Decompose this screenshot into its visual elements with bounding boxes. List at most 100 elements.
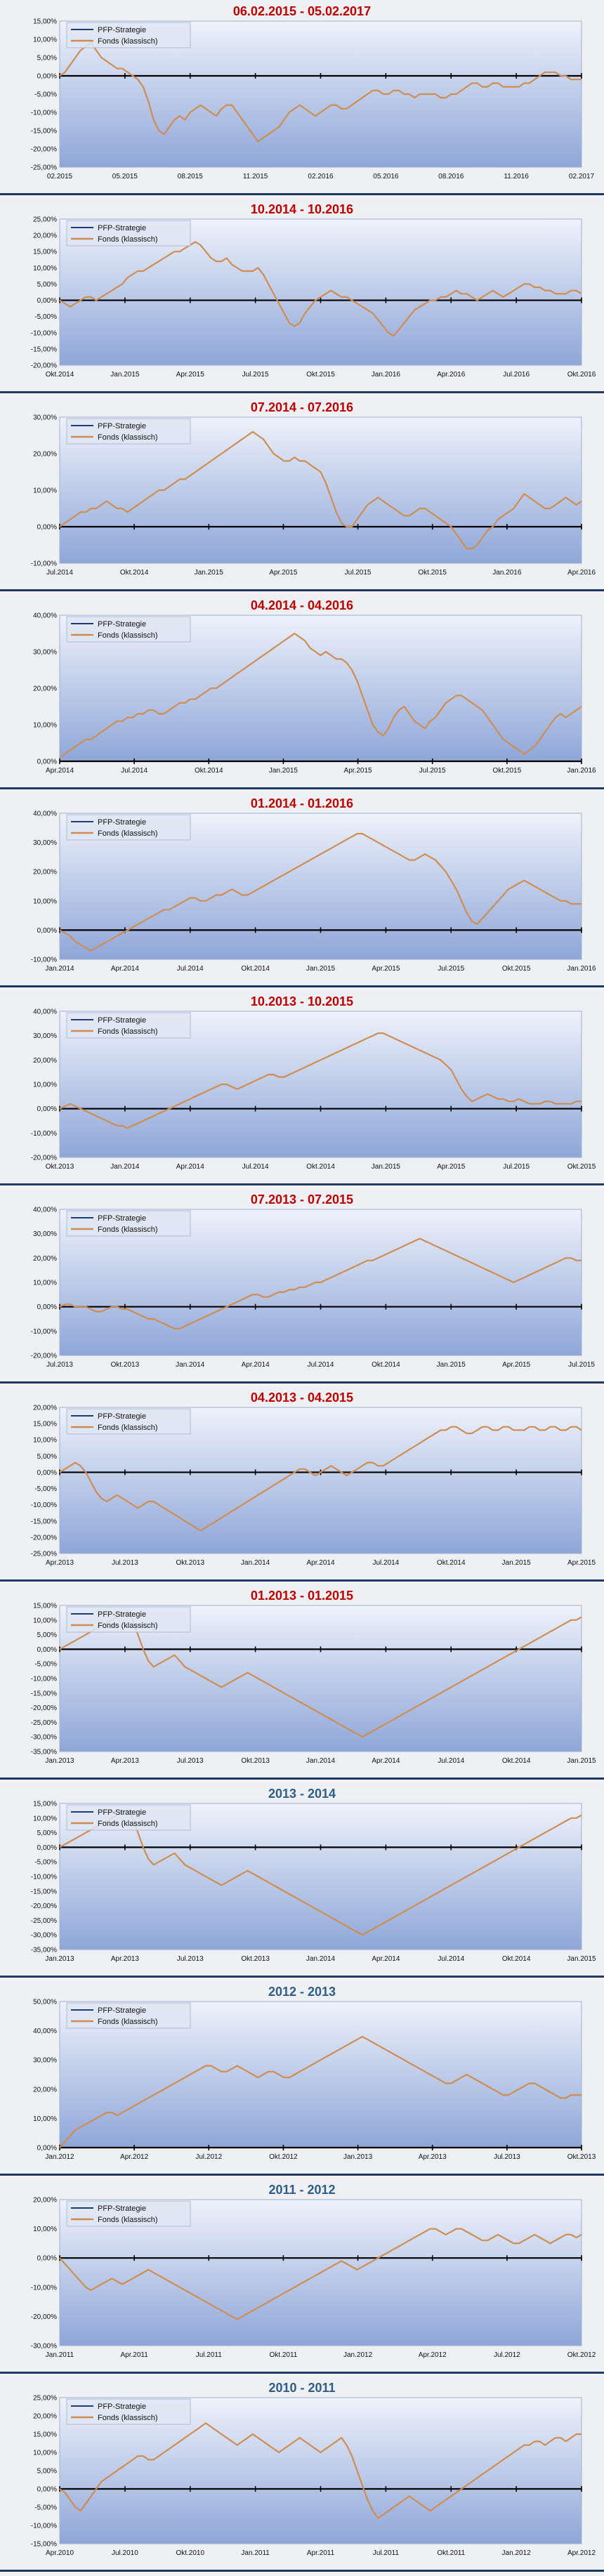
y-tick-label: -15,00%: [31, 1690, 57, 1697]
y-tick-label: 5,00%: [37, 1453, 57, 1461]
x-tick-label: Jan.2015: [306, 965, 336, 973]
legend: PFP-Strategie Fonds (klassisch): [66, 2002, 191, 2029]
legend-label-strategie: PFP-Strategie: [98, 2403, 146, 2411]
x-tick-label: Jul.2011: [196, 2351, 223, 2359]
x-tick-label: 02.2015: [47, 173, 73, 180]
x-tick-label: Okt.2013: [567, 2153, 596, 2161]
chart-svg: 07.2014 - 07.2016 30,00% 20,00% 10,00% 0,00%…: [31, 400, 596, 577]
legend-label-strategie: PFP-Strategie: [98, 1610, 146, 1619]
y-tick-label: 30,00%: [33, 1032, 57, 1040]
y-tick-label: 0,00%: [37, 2255, 57, 2263]
x-tick-label: Okt.2012: [567, 2351, 596, 2359]
legend-label-fonds: Fonds (klassisch): [98, 1820, 158, 1828]
legend-box: [66, 1012, 191, 1039]
y-tick-label: 0,00%: [37, 2145, 57, 2153]
legend-label-strategie: PFP-Strategie: [98, 1412, 146, 1421]
series-line-fonds: [59, 431, 582, 550]
legend: PFP-Strategie Fonds (klassisch): [66, 220, 191, 247]
y-tick-label: 30,00%: [33, 839, 57, 847]
x-tick-label: Apr.2012: [120, 2153, 148, 2161]
y-tick-label: -5,00%: [34, 1485, 57, 1493]
chart-panel: 07.2013 - 07.2015 40,00% 30,00% 20,00% 10,00…: [0, 1188, 604, 1384]
x-tick-label: Apr.2015: [567, 1559, 596, 1567]
y-tick-label: 0,00%: [37, 927, 57, 935]
series-line-fonds: [59, 1610, 582, 1738]
legend-label-strategie: PFP-Strategie: [98, 620, 146, 629]
legend: PFP-Strategie Fonds (klassisch): [66, 1012, 191, 1039]
y-tick-label: 10,00%: [33, 1437, 57, 1445]
y-tick-label: 5,00%: [37, 1829, 57, 1837]
y-tick-label: 20,00%: [33, 232, 57, 240]
chart-title: 01.2013 - 01.2015: [251, 1589, 353, 1603]
y-tick-label: 0,00%: [37, 2486, 57, 2494]
legend: PFP-Strategie Fonds (klassisch): [66, 1804, 191, 1831]
x-tick-label: Jan.2014: [176, 1361, 205, 1369]
x-tick-label: Jul.2013: [177, 1955, 204, 1963]
y-tick-label: 20,00%: [33, 1255, 57, 1263]
y-tick-label: 10,00%: [33, 487, 57, 495]
y-tick-label: 15,00%: [33, 1421, 57, 1428]
y-tick-label: -10,00%: [31, 2284, 57, 2292]
chart-svg: 10.2013 - 10.2015 40,00% 30,00% 20,00% 10,00…: [31, 994, 596, 1171]
y-tick-label: 15,00%: [33, 1801, 57, 1808]
x-tick-label: Jan.2015: [502, 1559, 532, 1567]
y-tick-label: -35,00%: [31, 1749, 57, 1756]
x-tick-label: Okt.2016: [567, 371, 596, 379]
chart-svg: 10.2014 - 10.2016 25,00% 20,00% 15,00% 10,00…: [31, 202, 596, 379]
legend: PFP-Strategie Fonds (klassisch): [66, 814, 191, 841]
x-tick-label: 02.2016: [308, 173, 334, 180]
x-tick-label: Jan.2014: [241, 1559, 270, 1567]
x-tick-label: Apr.2011: [120, 2351, 148, 2359]
y-tick-label: 0,00%: [37, 1844, 57, 1852]
y-tick-label: 10,00%: [33, 2115, 57, 2123]
x-tick-label: Jan.2014: [110, 1163, 140, 1171]
x-tick-label: Jan.2011: [46, 2351, 74, 2359]
x-tick-label: Jul.2015: [568, 1361, 595, 1369]
y-tick-label: 40,00%: [33, 810, 57, 818]
chart-svg: 2012 - 2013 50,00% 40,00% 30,00% 20,00% 10,00…: [33, 1985, 596, 2161]
x-tick-label: Okt.2015: [493, 767, 522, 775]
chart-panel: 01.2014 - 01.2016 40,00% 30,00% 20,00% 10,00…: [0, 792, 604, 987]
x-tick-label: Jul.2013: [494, 2153, 520, 2161]
x-tick-label: Apr.2015: [502, 1361, 530, 1369]
x-tick-label: Okt.2014: [241, 965, 270, 973]
x-tick-label: Apr.2014: [46, 767, 74, 775]
legend-label-fonds: Fonds (klassisch): [98, 829, 158, 838]
legend-label-strategie: PFP-Strategie: [98, 224, 146, 232]
x-tick-label: Jan.2014: [45, 965, 74, 973]
x-tick-label: Okt.2013: [111, 1361, 140, 1369]
y-tick-label: -30,00%: [31, 2343, 57, 2351]
x-tick-label: Okt.2013: [241, 1955, 270, 1963]
x-tick-label: Jul.2012: [195, 2153, 222, 2161]
legend-box: [66, 418, 191, 445]
legend-box: [66, 1804, 191, 1831]
x-tick-label: 11.2016: [504, 173, 529, 180]
y-tick-label: -10,00%: [31, 110, 57, 117]
legend-box: [66, 22, 191, 48]
y-tick-label: -10,00%: [31, 1501, 57, 1509]
chart-title: 04.2013 - 04.2015: [251, 1391, 353, 1405]
y-tick-label: -25,00%: [31, 164, 57, 172]
legend-label-strategie: PFP-Strategie: [98, 1808, 146, 1817]
x-tick-label: Apr.2015: [269, 569, 297, 577]
x-tick-label: Okt.2012: [269, 2153, 298, 2161]
x-tick-label: Jul.2011: [373, 2549, 400, 2557]
y-tick-label: 20,00%: [33, 2086, 57, 2094]
x-tick-label: Jul.2015: [503, 1163, 530, 1171]
legend-label-strategie: PFP-Strategie: [98, 2006, 146, 2015]
x-tick-label: Jul.2015: [345, 569, 372, 577]
chart-panel: 01.2013 - 01.2015 15,00% 10,00% 5,00% 0,00% -…: [0, 1584, 604, 1780]
x-tick-label: Apr.2014: [111, 965, 139, 973]
legend-label-strategie: PFP-Strategie: [98, 818, 146, 827]
x-tick-label: Jan.2016: [372, 371, 401, 379]
x-tick-label: Jan.2012: [45, 2153, 74, 2161]
y-tick-label: -10,00%: [31, 329, 57, 337]
y-tick-label: 40,00%: [33, 1207, 57, 1214]
chart-title: 2010 - 2011: [268, 2381, 335, 2395]
legend: PFP-Strategie Fonds (klassisch): [66, 418, 191, 445]
x-tick-label: Okt.2011: [270, 2351, 298, 2359]
y-tick-label: 5,00%: [37, 2468, 57, 2476]
series-line-fonds: [59, 1032, 582, 1129]
y-tick-label: -5,00%: [34, 2504, 57, 2512]
chart-title: 07.2014 - 07.2016: [251, 400, 353, 414]
